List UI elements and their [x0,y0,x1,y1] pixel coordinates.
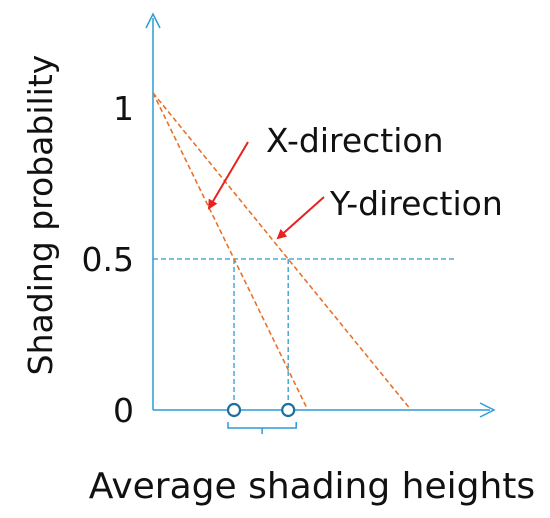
series-line-y-direction [152,92,412,411]
annotation-x-arrow [207,141,249,210]
crossing-markers [226,402,296,418]
x-axis-label: Average shading heights [89,466,535,507]
x-axis-arrowhead [479,402,496,418]
crossing-marker [281,402,296,418]
y-axis-arrowhead [145,12,161,29]
annotation-x-direction: X-direction [266,121,444,160]
axes [145,12,496,418]
range-bracket [227,422,297,434]
y-tick-labels: 10.50 [82,89,134,430]
y-tick-label: 0.5 [82,240,134,279]
y-axis-label: Shading probability [21,55,60,376]
y-tick-label: 1 [113,89,134,128]
crossing-marker [226,402,242,418]
series-line-x-direction [152,92,309,411]
reference-lines [153,258,456,410]
annotation-y-direction: Y-direction [329,184,503,223]
y-tick-label: 0 [113,391,134,430]
series-lines [152,92,412,411]
annotation-y-arrow [276,196,325,240]
